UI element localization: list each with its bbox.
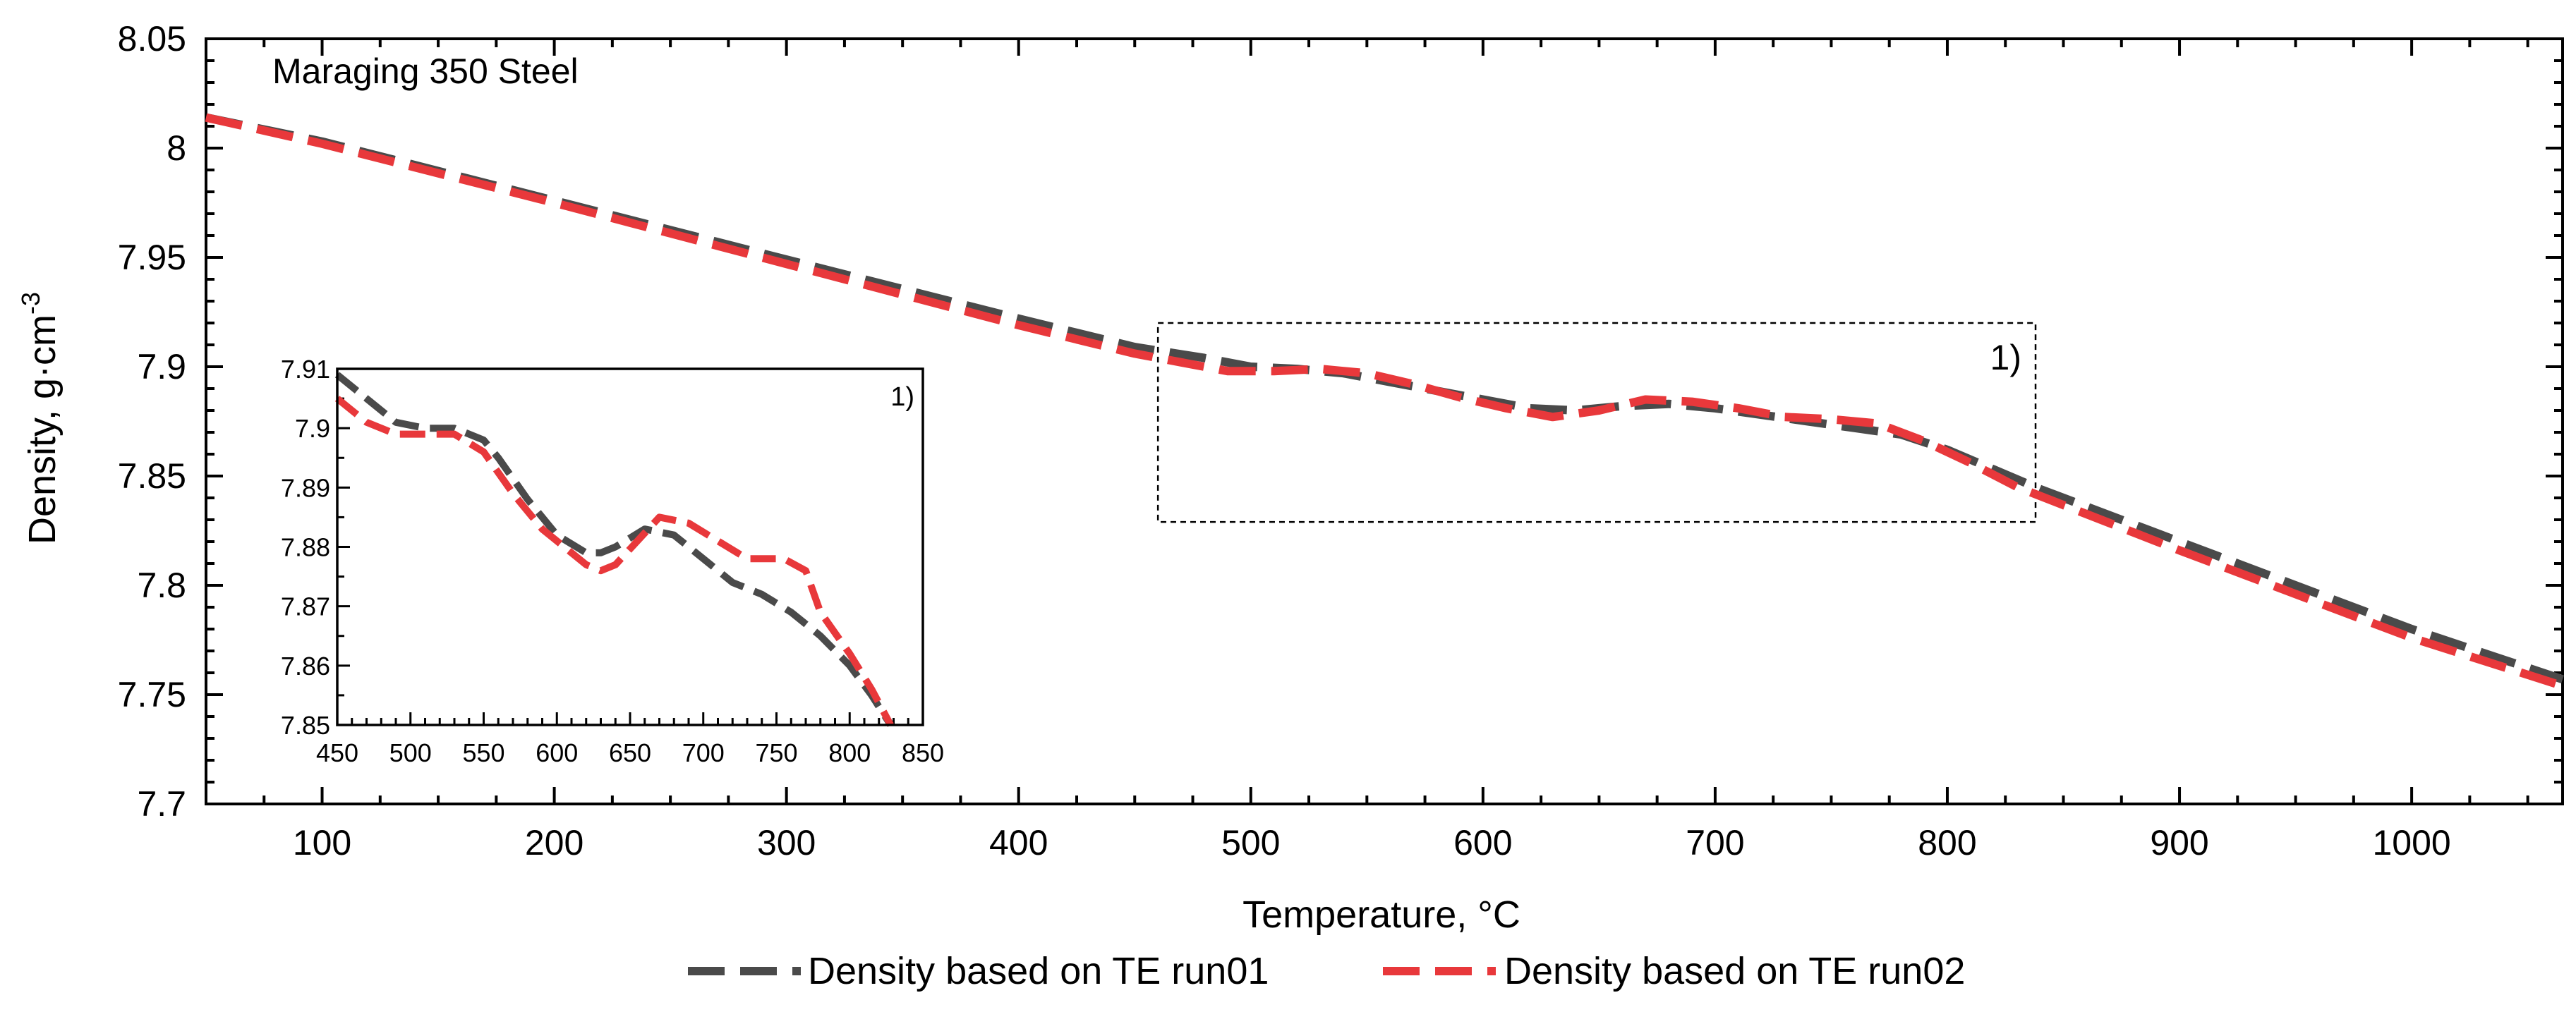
y-tick-label: 7.75 [118,675,186,714]
inset-chart: 450 500 550 600 650 700 750 800 850 7.85 7.86 7.87… [281,355,944,767]
main-minor-ticks [206,39,2563,804]
main-y-tick-labels: 7.7 7.75 7.8 7.85 7.9 7.95 8 8.05 [118,19,186,824]
inset-x-tick-label: 700 [682,738,725,767]
x-tick-label: 700 [1686,823,1744,862]
x-tick-label: 900 [2150,823,2208,862]
inset-y-tick-label: 7.88 [281,533,330,562]
inset-series-line-run02 [334,396,894,727]
inset-y-tick-label: 7.9 [295,414,330,443]
inset-x-tick-label: 850 [902,738,944,767]
inset-y-tick-label: 7.86 [281,652,330,681]
y-axis-title-superscript: -3 [16,292,45,315]
main-major-ticks [206,37,2563,805]
y-tick-label: 7.7 [137,784,186,824]
main-plot-frame [205,37,2564,805]
inset-x-tick-label: 650 [609,738,651,767]
inset-x-tick-label: 550 [462,738,504,767]
main-x-tick-labels: 100 200 300 400 500 600 700 800 900 1000 [293,823,2451,862]
inset-x-tick-label: 500 [389,738,432,767]
y-tick-label: 7.9 [137,347,186,386]
y-tick-label: 7.95 [118,238,186,277]
inset-y-tick-label: 7.85 [281,711,330,740]
y-tick-label: 8 [167,128,186,168]
inset-y-tick-labels: 7.85 7.86 7.87 7.88 7.89 7.9 7.91 [281,355,330,740]
y-tick-label: 7.85 [118,456,186,496]
legend-label-run01: Density based on TE run01 [808,950,1269,992]
series-line-run02 [205,113,2564,690]
inset-y-tick-label: 7.87 [281,592,330,621]
x-tick-label: 400 [989,823,1048,862]
inset-x-tick-label: 450 [316,738,358,767]
legend: Density based on TE run01 Density based … [688,950,1965,992]
y-axis-title-main: Density, g·cm [21,315,64,544]
x-tick-label: 500 [1221,823,1280,862]
zoom-region-label: 1) [1990,338,2021,377]
inset-series-line-run01 [334,372,894,727]
inset-x-tick-label: 800 [828,738,871,767]
main-series-lines [205,113,2564,690]
x-tick-label: 800 [1918,823,1976,862]
x-axis-title: Temperature, °C [1242,894,1520,936]
y-tick-label: 8.05 [118,19,186,59]
inset-y-tick-label: 7.91 [281,355,330,384]
inset-x-tick-labels: 450 500 550 600 650 700 750 800 850 [316,738,944,767]
inset-annotation: 1) [890,382,914,412]
inset-y-tick-label: 7.89 [281,473,330,502]
x-tick-label: 100 [293,823,351,862]
inset-plot-frame [336,367,924,726]
x-tick-label: 200 [525,823,583,862]
inset-series-lines [334,372,894,727]
inset-x-tick-label: 750 [755,738,797,767]
material-annotation: Maraging 350 Steel [272,51,579,91]
y-axis-title: Density, g·cm-3 [16,292,64,544]
legend-label-run02: Density based on TE run02 [1504,950,1965,992]
y-tick-label: 7.8 [137,566,186,605]
x-tick-label: 300 [757,823,816,862]
x-tick-label: 600 [1453,823,1512,862]
inset-x-tick-label: 600 [536,738,578,767]
x-tick-label: 1000 [2372,823,2450,862]
zoom-region-box [1156,322,2037,523]
main-chart: 100 200 300 400 500 600 700 800 900 1000 7.77.757… [16,19,2564,936]
